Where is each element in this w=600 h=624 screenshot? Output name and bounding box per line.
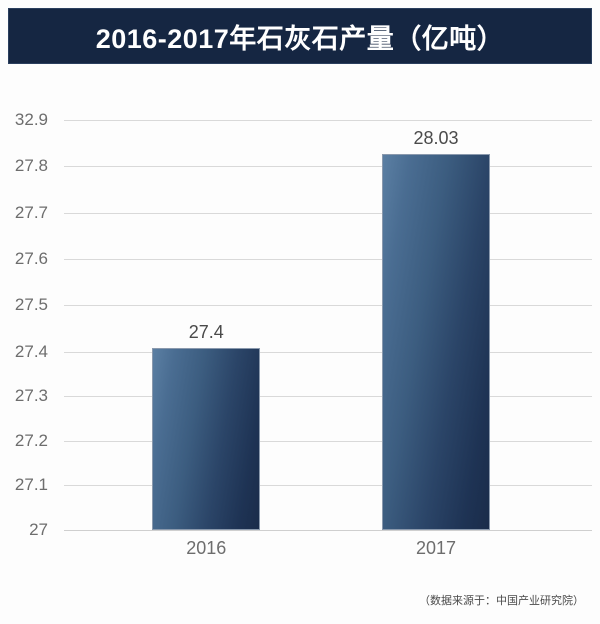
gridline <box>64 212 592 214</box>
bar-value-label-2016: 27.4 <box>188 322 224 343</box>
plot-area: 32.9 27.8 27.7 27.6 27.5 27.4 27.3 27.2 27.1 27 27… <box>15 110 592 558</box>
gridline <box>64 120 592 121</box>
x-axis-tick-label-2017: 2017 <box>415 538 456 558</box>
bar-2016[interactable] <box>152 347 261 530</box>
y-axis-tick-label: 27 <box>29 520 48 539</box>
gridline <box>64 305 592 307</box>
y-axis-tick-label: 27.5 <box>14 295 48 315</box>
page-title: 2016-2017年石灰石产量（亿吨） <box>95 23 505 54</box>
y-axis-tick-label: 27.7 <box>14 202 48 222</box>
y-axis-tick-label: 27.4 <box>14 341 48 361</box>
gridline <box>64 258 592 260</box>
y-axis-tick-label: 27.2 <box>14 431 48 451</box>
gridline <box>64 395 592 397</box>
y-axis-tick-label: 27.6 <box>14 248 48 268</box>
bar-2017[interactable] <box>381 154 491 530</box>
bar-value-label-2017: 28.03 <box>413 128 459 149</box>
gridline <box>64 485 592 487</box>
x-axis-tick-label-2016: 2016 <box>186 538 227 558</box>
gridline <box>64 166 592 168</box>
gridline <box>64 351 592 353</box>
gridline <box>64 441 592 443</box>
y-axis-tick-label: 27.3 <box>14 385 48 405</box>
gridline <box>64 530 592 531</box>
y-axis-tick-label: 32.9 <box>14 110 48 129</box>
chart-body: 32.9 27.8 27.7 27.6 27.5 27.4 27.3 27.2 27.1 27 27… <box>0 66 600 586</box>
y-axis-tick-label: 27.8 <box>14 156 48 176</box>
source-note: （数据来源于：中国产业研究院） <box>419 594 584 607</box>
y-axis-tick-label: 27.1 <box>14 475 48 495</box>
chart-title-banner: 2016-2017年石灰石产量（亿吨） <box>8 8 592 64</box>
